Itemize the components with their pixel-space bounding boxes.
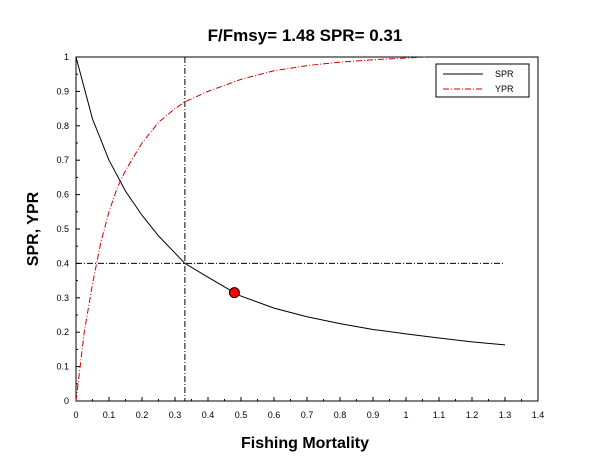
x-tick-label: 0.4 <box>202 410 215 420</box>
x-tick-label: 0.2 <box>136 410 149 420</box>
plot-frame <box>75 56 539 402</box>
marker <box>228 287 240 299</box>
plot-area <box>75 56 539 402</box>
x-tick-label: 1.4 <box>532 410 545 420</box>
x-tick-label: 1.1 <box>433 410 446 420</box>
y-axis-ticks: 0 0.1 0.2 0.3 0.4 0.5 0.6 0.7 0.8 0.9 1 <box>56 52 80 406</box>
x-axis-label: Fishing Mortality <box>241 435 369 452</box>
x-tick-label: 0.7 <box>301 410 314 420</box>
x-tick-label: 0.6 <box>268 410 281 420</box>
series-line-ypr <box>75 56 426 402</box>
legend-box <box>435 63 530 98</box>
x-tick-label: 0.9 <box>367 410 380 420</box>
reference-lines <box>76 57 505 401</box>
x-tick-label: 0.8 <box>334 410 347 420</box>
chart-title: F/Fmsy= 1.48 SPR= 0.31 <box>208 26 403 45</box>
y-tick-label: 0.7 <box>56 155 69 165</box>
legend: SPR YPR <box>435 63 530 98</box>
y-tick-label: 0.3 <box>56 293 69 303</box>
x-tick-label: 1 <box>403 410 408 420</box>
y-tick-label: 1 <box>64 52 69 62</box>
legend-label-ypr: YPR <box>495 84 514 94</box>
series-line-spr <box>75 56 506 346</box>
y-axis-label: SPR, YPR <box>25 191 42 266</box>
y-tick-label: 0.4 <box>56 258 69 268</box>
x-tick-label: 0.1 <box>103 410 116 420</box>
y-tick-label: 0.1 <box>56 362 69 372</box>
y-tick-label: 0 <box>64 396 69 406</box>
y-tick-label: 0.5 <box>56 224 69 234</box>
y-tick-label: 0.9 <box>56 86 69 96</box>
x-tick-label: 1.2 <box>466 410 479 420</box>
legend-label-spr: SPR <box>495 69 514 79</box>
current-point-marker <box>228 287 240 299</box>
series-lines <box>75 56 506 402</box>
x-tick-label: 0 <box>73 410 78 420</box>
x-tick-label: 0.3 <box>169 410 182 420</box>
x-tick-label: 0.5 <box>235 410 248 420</box>
x-tick-label: 1.3 <box>499 410 512 420</box>
y-tick-label: 0.8 <box>56 121 69 131</box>
y-tick-label: 0.6 <box>56 190 69 200</box>
x-axis-ticks: 0 0.1 0.2 0.3 0.4 0.5 0.6 0.7 0.8 0.9 1 1.1 1.2 1.3 1.… <box>73 397 544 420</box>
y-tick-label: 0.2 <box>56 327 69 337</box>
